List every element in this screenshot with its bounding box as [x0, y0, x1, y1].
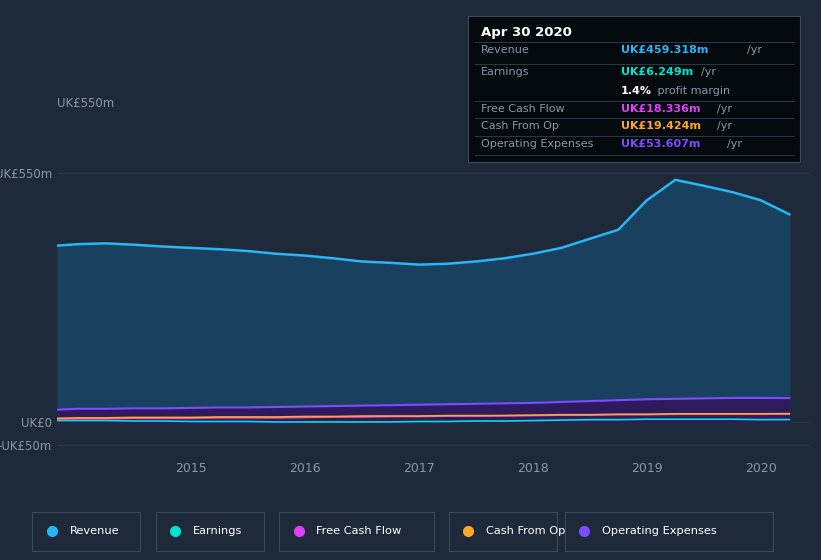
FancyBboxPatch shape: [156, 512, 264, 550]
FancyBboxPatch shape: [565, 512, 773, 550]
Text: Revenue: Revenue: [481, 45, 530, 55]
Text: profit margin: profit margin: [654, 86, 731, 96]
Text: Revenue: Revenue: [70, 526, 119, 535]
Text: /yr: /yr: [718, 122, 732, 131]
Text: 1.4%: 1.4%: [621, 86, 652, 96]
FancyBboxPatch shape: [32, 512, 140, 550]
Text: Earnings: Earnings: [193, 526, 242, 535]
Text: Operating Expenses: Operating Expenses: [602, 526, 717, 535]
FancyBboxPatch shape: [279, 512, 433, 550]
Text: /yr: /yr: [718, 104, 732, 114]
Text: UK£459.318m: UK£459.318m: [621, 45, 709, 55]
FancyBboxPatch shape: [449, 512, 557, 550]
Text: Cash From Op: Cash From Op: [481, 122, 559, 131]
Text: Apr 30 2020: Apr 30 2020: [481, 26, 572, 39]
Text: /yr: /yr: [701, 67, 716, 77]
Text: Cash From Op: Cash From Op: [486, 526, 566, 535]
Text: UK£19.424m: UK£19.424m: [621, 122, 701, 131]
Text: Earnings: Earnings: [481, 67, 530, 77]
Text: UK£550m: UK£550m: [57, 97, 115, 110]
Text: UK£53.607m: UK£53.607m: [621, 139, 700, 149]
Text: Free Cash Flow: Free Cash Flow: [481, 104, 565, 114]
Text: Operating Expenses: Operating Expenses: [481, 139, 594, 149]
Text: UK£18.336m: UK£18.336m: [621, 104, 700, 114]
Text: Free Cash Flow: Free Cash Flow: [316, 526, 401, 535]
Text: UK£6.249m: UK£6.249m: [621, 67, 693, 77]
Text: /yr: /yr: [747, 45, 762, 55]
Text: /yr: /yr: [727, 139, 742, 149]
